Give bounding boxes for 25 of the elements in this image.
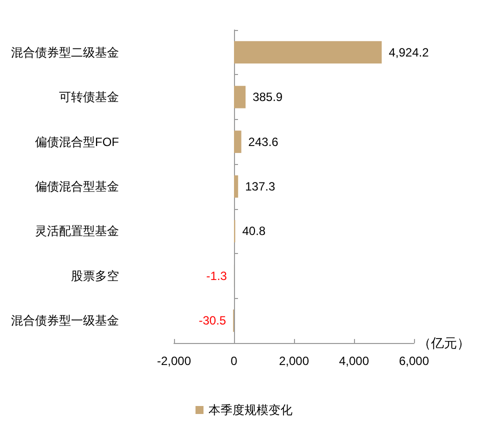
x-axis-title: （亿元） (418, 336, 470, 350)
bar (234, 41, 382, 64)
bar (234, 86, 246, 108)
x-tick-label: 4,000 (338, 354, 370, 368)
y-tick-label: 偏债混合型基金 (35, 180, 119, 194)
x-tick-label: 0 (230, 354, 238, 368)
y-tick-label: 混合债券型一级基金 (11, 314, 119, 328)
y-tick-label: 可转债基金 (59, 90, 119, 104)
y-tick-label: 灵活配置型基金 (35, 224, 119, 238)
legend-label: 本季度规模变化 (208, 403, 292, 417)
x-tick-label: -2,000 (156, 354, 192, 368)
data-label: 40.8 (242, 224, 266, 238)
data-label: 4,924.2 (388, 45, 430, 60)
data-label: 385.9 (252, 90, 283, 104)
y-tick-label: 偏债混合型FOF (35, 134, 119, 149)
data-label: 137.3 (245, 180, 276, 194)
bar (234, 130, 242, 153)
data-label: -1.3 (206, 268, 228, 283)
data-label: -30.5 (198, 314, 226, 328)
y-tick-label: 股票多空 (71, 268, 119, 283)
x-tick-label: 6,000 (398, 354, 430, 368)
bar (234, 175, 238, 198)
data-label: 243.6 (248, 134, 279, 149)
x-tick-label: 2,000 (278, 354, 310, 368)
y-tick-label: 混合债券型二级基金 (11, 45, 119, 60)
